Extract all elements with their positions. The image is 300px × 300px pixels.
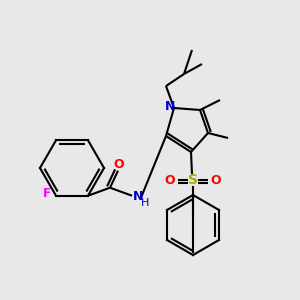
Text: H: H [141, 198, 149, 208]
Text: F: F [43, 187, 51, 200]
Text: N: N [165, 100, 175, 112]
Text: N: N [133, 190, 143, 203]
Text: O: O [114, 158, 124, 171]
Text: O: O [165, 173, 175, 187]
Text: O: O [211, 173, 221, 187]
Text: S: S [188, 173, 198, 187]
